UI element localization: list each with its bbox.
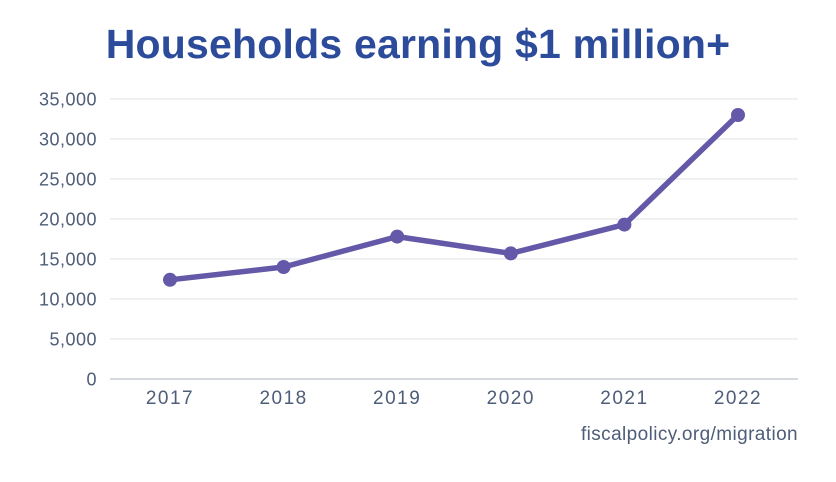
x-axis-tick-label: 2022 xyxy=(714,388,762,409)
source-attribution: fiscalpolicy.org/migration xyxy=(580,424,798,445)
trend-line xyxy=(167,112,741,283)
y-axis-tick-label: 5,000 xyxy=(49,330,97,350)
x-axis-tick-label: 2021 xyxy=(600,388,648,409)
x-axis-tick-label: 2019 xyxy=(373,388,421,409)
chart-title: Households earning $1 million+ xyxy=(105,21,731,67)
data-point-2018 xyxy=(276,260,291,274)
x-axis-tick-label: 2020 xyxy=(487,388,535,409)
y-axis-tick-label: 20,000 xyxy=(39,210,97,230)
data-point-2019 xyxy=(390,229,405,244)
y-axis-tick-label: 0 xyxy=(86,370,97,390)
x-axis-tick-label: 2017 xyxy=(146,388,194,409)
data-point-2022 xyxy=(731,108,745,122)
y-axis-tick-label: 15,000 xyxy=(39,250,97,270)
data-point-2017 xyxy=(163,272,177,287)
y-axis-tick-label: 10,000 xyxy=(39,290,97,310)
y-axis-tick-label: 25,000 xyxy=(39,170,97,190)
y-axis-tick-label: 35,000 xyxy=(39,90,97,110)
x-axis-tick-label: 2018 xyxy=(259,388,307,409)
data-point-2020 xyxy=(503,246,518,261)
data-point-2021 xyxy=(617,217,632,232)
y-axis-tick-label: 30,000 xyxy=(39,130,97,150)
